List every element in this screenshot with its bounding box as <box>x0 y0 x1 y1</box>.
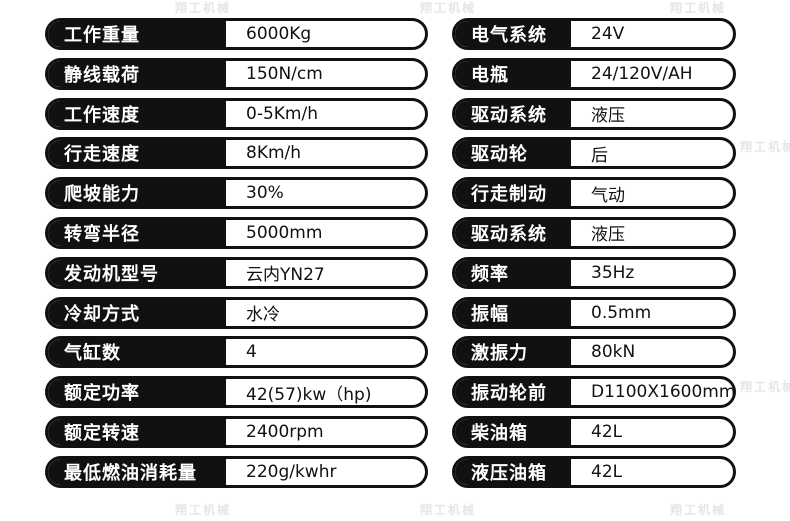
spec-value: 0-5Km/h <box>246 103 318 124</box>
watermark: 翔工机械 <box>670 503 727 517</box>
spec-value: 云内YN27 <box>246 265 325 286</box>
spec-label: 行走速度 <box>48 140 226 167</box>
spec-label: 驱动轮 <box>455 140 571 167</box>
spec-row: 工作速度 0-5Km/h <box>45 97 428 130</box>
spec-value: 液压 <box>591 106 625 127</box>
spec-value: 220g/kwhr <box>246 461 337 482</box>
spec-value: D1100X1600mm <box>591 382 736 403</box>
watermark: 翔工机械 <box>740 380 790 394</box>
spec-label: 转弯半径 <box>48 219 226 246</box>
spec-value: 水冷 <box>246 305 280 326</box>
spec-value: 150N/cm <box>246 63 323 84</box>
spec-value: 24V <box>591 24 625 44</box>
spec-row: 行走制动 气动 <box>452 177 736 210</box>
spec-value: 后 <box>591 145 608 166</box>
spec-label: 振幅 <box>455 299 571 326</box>
spec-row: 驱动系统 液压 <box>452 216 736 249</box>
spec-row: 行走速度 8Km/h <box>45 137 428 170</box>
spec-value: 42L <box>591 461 623 482</box>
spec-row: 爬坡能力 30% <box>45 177 428 210</box>
spec-value: 液压 <box>591 225 625 246</box>
spec-value: 24/120V/AH <box>591 63 693 84</box>
spec-label: 工作速度 <box>48 100 226 127</box>
spec-table-right: 电气系统 24V 电瓶 24/120V/AH 驱动系统 液压 驱动轮后行走制动 气动 驱动系统液… <box>452 18 736 496</box>
spec-row: 静线载荷 150N/cm <box>45 57 428 90</box>
spec-value: 4 <box>246 342 257 363</box>
watermark: 翔工机械 <box>420 1 477 15</box>
spec-value: 2400rpm <box>246 421 324 442</box>
spec-value: 8Km/h <box>246 143 302 164</box>
spec-label: 柴油箱 <box>455 418 571 445</box>
spec-label: 振动轮前 <box>455 379 571 406</box>
spec-label: 频率 <box>455 259 571 286</box>
spec-label: 静线载荷 <box>48 60 226 87</box>
spec-row: 振幅 0.5mm <box>452 296 736 329</box>
spec-label: 最低燃油消耗量 <box>48 458 226 485</box>
spec-row: 柴油箱 42L <box>452 415 736 448</box>
spec-row: 发动机型号 云内YN27 <box>45 256 428 289</box>
spec-label: 驱动系统 <box>455 100 571 127</box>
spec-label: 驱动系统 <box>455 219 571 246</box>
watermark: 翔工机械 <box>420 503 477 517</box>
spec-row: 工作重量 6000Kg <box>45 18 428 50</box>
spec-label: 额定功率 <box>48 379 226 406</box>
spec-row: 液压油箱 42L <box>452 455 736 488</box>
spec-row: 频率 35Hz <box>452 256 736 289</box>
spec-row: 额定功率 42(57)kw（hp) <box>45 376 428 409</box>
watermark: 翔工机械 <box>175 1 232 15</box>
spec-value: 6000Kg <box>246 24 312 44</box>
spec-value: 30% <box>246 183 284 204</box>
spec-label: 额定转速 <box>48 418 226 445</box>
spec-table-left: 工作重量 6000Kg 静线载荷 150N/cm 工作速度 0-5Km/h 行走速度 8Km/… <box>45 18 428 496</box>
spec-label: 液压油箱 <box>455 458 571 485</box>
spec-row: 转弯半径 5000mm <box>45 216 428 249</box>
spec-label: 电瓶 <box>455 60 571 87</box>
spec-row: 冷却方式 水冷 <box>45 296 428 329</box>
spec-row: 最低燃油消耗量 220g/kwhr <box>45 455 428 488</box>
spec-value: 5000mm <box>246 222 323 243</box>
spec-row: 电瓶 24/120V/AH <box>452 57 736 90</box>
spec-row: 额定转速 2400rpm <box>45 415 428 448</box>
spec-label: 爬坡能力 <box>48 180 226 207</box>
spec-row: 振动轮前 D1100X1600mm <box>452 376 736 409</box>
spec-row: 气缸数 4 <box>45 336 428 369</box>
spec-value: 气动 <box>591 185 625 206</box>
watermark: 翔工机械 <box>175 503 232 517</box>
spec-value: 42L <box>591 421 623 442</box>
spec-label: 发动机型号 <box>48 259 226 286</box>
spec-value: 42(57)kw（hp) <box>246 384 372 405</box>
spec-label: 电气系统 <box>455 21 571 47</box>
spec-label: 行走制动 <box>455 180 571 207</box>
spec-value: 35Hz <box>591 262 635 283</box>
spec-row: 驱动轮后 <box>452 137 736 170</box>
spec-label: 气缸数 <box>48 339 226 366</box>
spec-row: 驱动系统 液压 <box>452 97 736 130</box>
spec-label: 工作重量 <box>48 21 226 47</box>
spec-row: 电气系统 24V <box>452 18 736 50</box>
watermark: 翔工机械 <box>670 1 727 15</box>
spec-row: 激振力 80kN <box>452 336 736 369</box>
spec-value: 0.5mm <box>591 302 652 323</box>
spec-label: 冷却方式 <box>48 299 226 326</box>
spec-value: 80kN <box>591 342 636 363</box>
spec-label: 激振力 <box>455 339 571 366</box>
watermark: 翔工机械 <box>740 140 790 154</box>
